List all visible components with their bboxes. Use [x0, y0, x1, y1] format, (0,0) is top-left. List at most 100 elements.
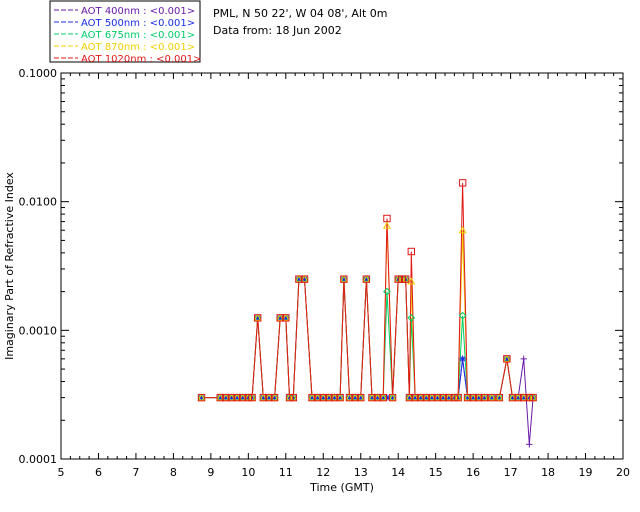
data-point: [463, 393, 472, 402]
data-point: [480, 393, 489, 402]
data-point: [227, 393, 236, 401]
data-point: [474, 393, 483, 401]
data-point: [508, 393, 517, 401]
data-point: [222, 394, 230, 401]
data-point: [300, 274, 309, 283]
legend-label: AOT 675nm : <0.001>: [81, 30, 195, 41]
data-point: [248, 393, 257, 401]
data-point: [282, 314, 289, 322]
data-point: [339, 274, 348, 283]
data-point: [495, 393, 504, 401]
x-tick-label: 7: [132, 466, 139, 479]
data-point: [248, 393, 256, 402]
data-point: [459, 355, 466, 363]
legend-label: AOT 1020nm : <0.001>: [81, 54, 201, 65]
data-point: [254, 314, 261, 322]
data-point: [454, 393, 463, 401]
data-point: [411, 394, 419, 401]
data-point: [314, 394, 321, 401]
data-point: [373, 393, 382, 401]
data-point: [244, 393, 253, 402]
data-point: [514, 394, 522, 401]
data-point: [265, 393, 273, 402]
x-tick-label: 15: [429, 466, 443, 479]
y-tick-label: 0.0001: [19, 453, 58, 466]
data-point: [405, 393, 414, 402]
data-point: [509, 394, 516, 401]
series-markers: [197, 179, 538, 448]
x-tick-label: 10: [241, 466, 255, 479]
data-point: [282, 314, 290, 322]
x-tick-label: 16: [466, 466, 480, 479]
data-point: [336, 394, 344, 401]
data-point: [496, 394, 503, 401]
data-point: [383, 214, 391, 223]
data-point: [254, 314, 262, 322]
series-line-4: [201, 182, 534, 399]
data-point: [401, 274, 410, 283]
data-point: [217, 394, 224, 401]
data-point: [469, 393, 478, 401]
x-tick-label: 9: [207, 466, 214, 479]
data-point: [514, 393, 523, 401]
data-point: [416, 393, 425, 402]
y-tick-label: 0.0100: [19, 196, 58, 209]
data-point: [407, 313, 416, 322]
data-point: [434, 394, 441, 401]
data-point: [346, 394, 353, 401]
legend-label: AOT 500nm : <0.001>: [81, 18, 195, 29]
data-point: [487, 393, 496, 401]
data-point: [407, 277, 416, 285]
data-point: [313, 393, 322, 401]
data-point: [259, 393, 268, 401]
data-point: [319, 393, 327, 402]
data-point: [308, 394, 316, 401]
data-point: [233, 393, 241, 402]
data-point: [475, 393, 483, 402]
data-point: [276, 314, 284, 322]
data-point: [300, 275, 309, 283]
data-point: [270, 393, 279, 402]
data-point: [357, 393, 365, 402]
data-point: [285, 393, 294, 402]
data-point: [411, 393, 420, 401]
data-point: [422, 393, 431, 401]
x-tick-label: 6: [95, 466, 102, 479]
data-point: [464, 394, 471, 401]
data-point: [439, 393, 448, 401]
data-point: [227, 393, 236, 402]
data-point: [325, 393, 333, 402]
data-point: [433, 393, 442, 402]
data-point: [331, 394, 338, 401]
data-point: [330, 393, 339, 401]
data-point: [276, 314, 284, 322]
data-point: [439, 393, 447, 402]
data-point: [345, 393, 354, 401]
site-info: PML, N 50 22', W 04 08', Alt 0m: [213, 7, 387, 20]
data-point: [520, 355, 527, 363]
data-point: [216, 393, 224, 402]
data-point: [270, 393, 279, 401]
data-point: [271, 394, 278, 401]
data-point: [422, 393, 431, 402]
data-point: [423, 394, 430, 401]
x-tick-label: 8: [170, 466, 177, 479]
data-point: [428, 394, 436, 401]
legend-label: AOT 870nm : <0.001>: [81, 42, 195, 53]
series-lines: [201, 182, 534, 445]
data-point: [389, 394, 396, 401]
data-point: [380, 394, 387, 401]
x-tick-label: 14: [391, 466, 405, 479]
data-point: [427, 393, 436, 401]
data-point: [307, 393, 317, 401]
data-point: [345, 393, 354, 402]
data-point: [216, 393, 225, 401]
x-tick-label: 11: [279, 466, 293, 479]
data-point: [265, 394, 273, 401]
data-point: [444, 393, 453, 401]
data-point: [458, 225, 467, 234]
data-point: [294, 274, 303, 283]
data-point: [529, 393, 537, 402]
data-point: [330, 393, 339, 402]
